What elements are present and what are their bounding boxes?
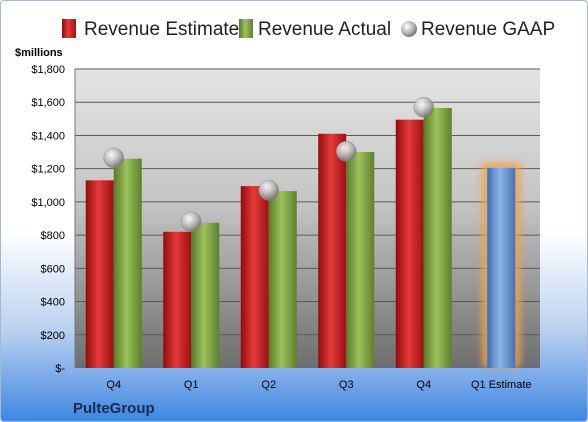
legend-item-revenue-gaap: Revenue GAAP xyxy=(401,19,555,40)
y-tick-label: $600 xyxy=(41,263,65,275)
plot-area xyxy=(75,69,540,368)
data-points xyxy=(103,96,434,233)
x-tick-label: Q1 xyxy=(184,379,199,391)
y-tick-label: $1,400 xyxy=(31,130,65,142)
x-axis-ticks: Q4 Q1 Q2 Q3 Q4 Q1 Estimate xyxy=(106,379,531,391)
data-bars xyxy=(85,108,522,369)
x-tick-label: Q3 xyxy=(339,379,354,391)
y-tick-label: $1,000 xyxy=(31,197,65,209)
bar-revenue-actual xyxy=(346,152,375,368)
y-tick-label: $1,800 xyxy=(31,64,65,76)
point-revenue-gaap xyxy=(103,147,124,169)
point-revenue-gaap xyxy=(336,140,357,162)
point-revenue-gaap xyxy=(181,211,202,233)
legend-label-actual: Revenue Actual xyxy=(258,19,391,40)
x-tick-label: Q4 xyxy=(416,379,431,391)
bar-revenue-actual xyxy=(268,191,297,368)
legend-label-gaap: Revenue GAAP xyxy=(421,19,555,40)
legend-swatch-actual xyxy=(239,19,253,38)
chart-legend: Revenue Estimate Revenue Actual Revenue … xyxy=(62,19,555,40)
bar-revenue-estimate xyxy=(163,231,192,368)
bar-revenue-estimate xyxy=(318,133,347,368)
bar-revenue-actual xyxy=(423,108,452,369)
y-axis-unit-label: $millions xyxy=(15,47,63,59)
bar-revenue-estimate xyxy=(240,186,269,368)
y-tick-label: $400 xyxy=(41,297,65,309)
point-revenue-gaap xyxy=(258,180,279,201)
bar-revenue-estimate xyxy=(85,180,114,368)
y-tick-label: $200 xyxy=(41,330,65,342)
bar-revenue-actual xyxy=(191,222,220,368)
bar-revenue-estimate xyxy=(395,119,424,369)
y-tick-label: $1,600 xyxy=(31,97,65,109)
gridlines xyxy=(74,68,540,368)
x-tick-label: Q1 Estimate xyxy=(471,379,532,391)
legend-item-revenue-estimate: Revenue Estimate xyxy=(62,19,239,40)
legend-marker-gaap xyxy=(401,21,417,37)
y-tick-label: $- xyxy=(55,363,65,375)
company-name: PulteGroup xyxy=(73,400,155,417)
y-axis-ticks: $- $200 $400 $600 $800 $1,000 $1,200 $1,400 $1,6… xyxy=(31,64,65,375)
x-tick-label: Q4 xyxy=(106,379,121,391)
bar-revenue-actual xyxy=(113,158,142,368)
x-tick-label: Q2 xyxy=(261,379,276,391)
legend-label-estimate: Revenue Estimate xyxy=(84,19,239,40)
bar-revenue-estimate-next xyxy=(487,167,516,368)
y-tick-label: $1,200 xyxy=(31,164,65,176)
y-tick-label: $800 xyxy=(41,230,65,242)
legend-swatch-estimate xyxy=(62,19,76,38)
legend-item-revenue-actual: Revenue Actual xyxy=(239,19,391,40)
point-revenue-gaap xyxy=(413,96,434,118)
